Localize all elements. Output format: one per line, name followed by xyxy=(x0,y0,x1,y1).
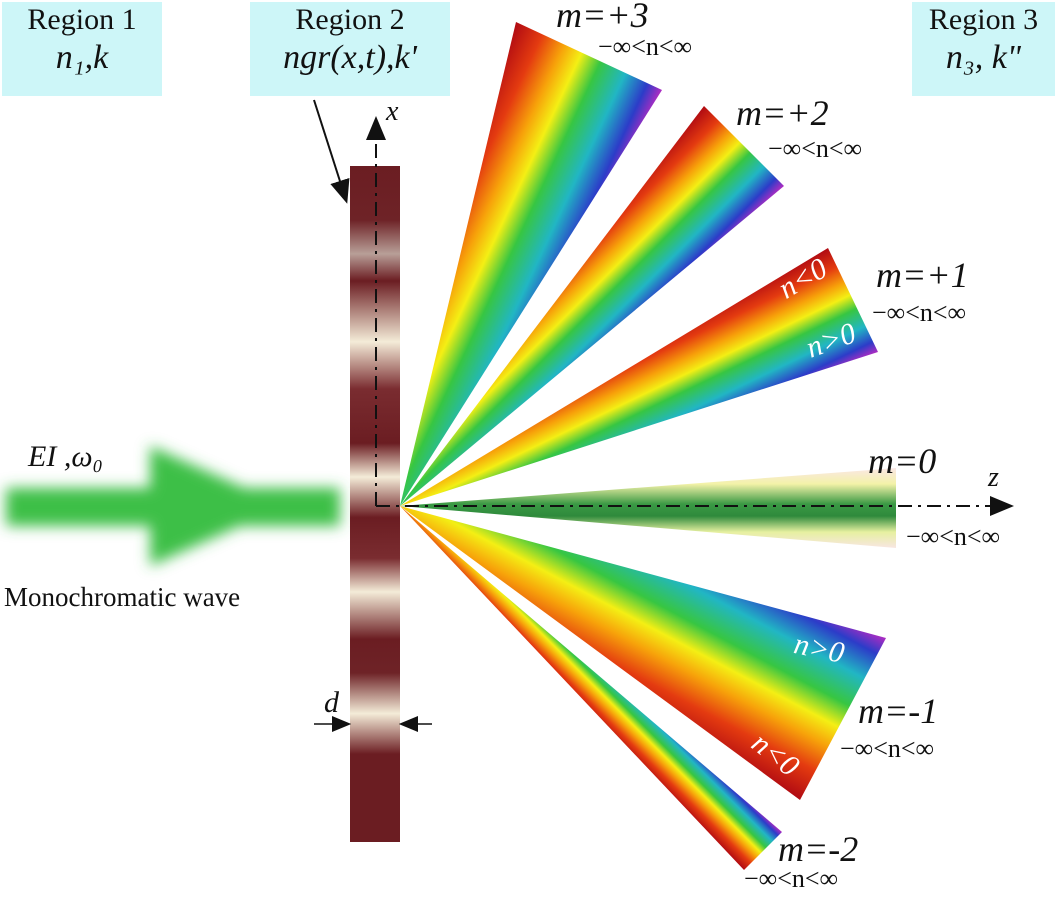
order-label-0: m=0 xyxy=(868,441,937,481)
order-range-minus1: −∞<n<∞ xyxy=(840,734,935,763)
order-label-plus1: m=+1 xyxy=(876,255,969,295)
region-3-title: Region 3 xyxy=(928,3,1039,36)
order-range-0: −∞<n<∞ xyxy=(906,522,1001,551)
region2-pointer xyxy=(313,99,350,204)
order-label-plus2: m=+2 xyxy=(736,93,829,133)
region-1-symbol: n₁,k xyxy=(55,39,109,76)
region-3-box: Region 3 n₃, k" xyxy=(912,2,1055,96)
incident-caption: Monochromatic wave xyxy=(4,582,241,612)
incident-field-label: EI ,ω₀ xyxy=(28,440,103,473)
order-range-plus3: −∞<n<∞ xyxy=(598,32,693,61)
incident-beam xyxy=(6,446,340,566)
region-2-symbol: ngr(x,t),k' xyxy=(283,39,417,76)
order-range-minus2: −∞<n<∞ xyxy=(744,864,839,893)
fan-order-minus2 xyxy=(400,506,782,870)
region-2-title: Region 2 xyxy=(295,3,405,36)
fan-order-plus1 xyxy=(400,248,878,506)
region-3-symbol: n₃, k" xyxy=(945,39,1022,76)
order-range-plus2: −∞<n<∞ xyxy=(768,134,863,163)
thickness-label: d xyxy=(324,686,339,719)
order-label-minus2: m=-2 xyxy=(778,829,859,869)
order-label-plus3: m=+3 xyxy=(556,0,649,35)
order-label-minus1: m=-1 xyxy=(858,691,939,731)
region-1-title: Region 1 xyxy=(27,3,137,36)
fan-order-plus3 xyxy=(400,22,662,506)
fan-order-minus1 xyxy=(400,506,886,800)
z-axis-label: z xyxy=(988,462,999,493)
fan-order-plus2 xyxy=(400,106,784,506)
order-range-plus1: −∞<n<∞ xyxy=(872,298,967,327)
region-2-box: Region 2 ngr(x,t),k' xyxy=(250,2,450,96)
region-1-box: Region 1 n₁,k xyxy=(2,2,162,96)
x-axis-label: x xyxy=(386,96,399,127)
fan-order-0 xyxy=(400,468,896,548)
